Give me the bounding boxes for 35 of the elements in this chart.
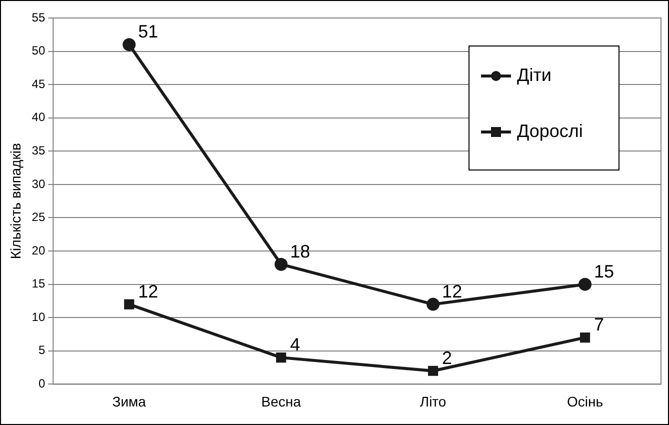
x-tick-label: Осінь bbox=[567, 393, 604, 410]
data-label: 4 bbox=[290, 334, 300, 355]
x-tick-label: Весна bbox=[261, 393, 302, 410]
y-tick-label: 50 bbox=[32, 44, 46, 58]
data-label: 12 bbox=[442, 281, 462, 302]
x-tick-label: Зима bbox=[112, 393, 146, 410]
y-tick-label: 0 bbox=[38, 376, 46, 391]
data-label: 18 bbox=[290, 241, 310, 262]
point bbox=[426, 298, 440, 311]
y-tick-label: 25 bbox=[32, 210, 46, 224]
x-tick-label: Літо bbox=[420, 393, 446, 410]
legend-label: Дорослі bbox=[517, 120, 583, 141]
data-label: 51 bbox=[138, 22, 158, 42]
y-tick-label: 15 bbox=[32, 276, 46, 291]
data-label: 15 bbox=[594, 261, 614, 282]
y-tick-label: 40 bbox=[32, 110, 46, 124]
y-axis-title: Кількість випадків bbox=[7, 143, 24, 260]
point bbox=[578, 278, 592, 291]
data-label: 7 bbox=[594, 314, 604, 335]
point bbox=[122, 38, 136, 52]
point bbox=[428, 366, 438, 376]
y-tick-label: 20 bbox=[32, 243, 46, 258]
data-label: 2 bbox=[442, 348, 452, 368]
y-tick-label: 35 bbox=[32, 143, 46, 158]
y-tick-label: 5 bbox=[38, 343, 46, 358]
y-tick-label: 30 bbox=[32, 176, 46, 191]
y-tick-label: 10 bbox=[32, 310, 46, 324]
point bbox=[580, 332, 590, 343]
point bbox=[274, 258, 288, 271]
y-tick-label: 45 bbox=[32, 76, 46, 91]
point bbox=[124, 299, 134, 310]
y-tick-label: 55 bbox=[32, 10, 46, 24]
point bbox=[276, 352, 286, 363]
legend-label: Діти bbox=[517, 64, 552, 85]
data-label: 12 bbox=[138, 281, 158, 302]
